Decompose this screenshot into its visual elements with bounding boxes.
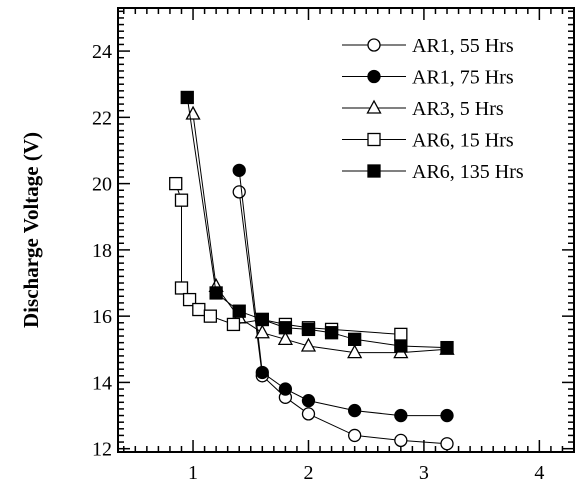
data-point bbox=[174, 193, 189, 207]
data-point bbox=[301, 322, 316, 337]
legend-marker bbox=[367, 164, 381, 178]
legend-entry: AR6, 135 Hrs bbox=[342, 161, 524, 183]
y-tick-label: 20 bbox=[92, 174, 112, 196]
data-point bbox=[169, 176, 183, 191]
series-line bbox=[238, 170, 447, 417]
data-point bbox=[348, 332, 362, 346]
y-axis-title: Discharge Voltage (V) bbox=[19, 132, 43, 328]
data-point bbox=[324, 326, 339, 340]
legend-label: AR6, 135 Hrs bbox=[412, 161, 524, 183]
legend-label: AR1, 75 Hrs bbox=[412, 67, 514, 89]
data-point bbox=[255, 312, 269, 327]
legend-marker bbox=[367, 132, 381, 147]
data-point bbox=[300, 337, 317, 352]
legend-marker bbox=[367, 38, 381, 52]
legend-entry: AR1, 75 Hrs bbox=[342, 67, 514, 89]
legend-entry: AR1, 55 Hrs bbox=[342, 35, 514, 57]
data-point bbox=[180, 90, 194, 105]
data-point bbox=[301, 393, 316, 408]
series-5 bbox=[180, 90, 454, 355]
data-point bbox=[254, 324, 270, 339]
data-point bbox=[394, 327, 408, 342]
data-point bbox=[348, 403, 362, 418]
data-point bbox=[232, 304, 246, 318]
x-tick-label: 3 bbox=[419, 462, 429, 484]
y-tick-label: 24 bbox=[92, 41, 112, 63]
data-point bbox=[226, 317, 241, 332]
data-point bbox=[348, 428, 362, 443]
data-point bbox=[394, 433, 408, 448]
y-tick-label: 16 bbox=[92, 306, 112, 328]
data-point bbox=[277, 330, 293, 345]
data-point bbox=[182, 292, 197, 307]
data-point bbox=[209, 286, 223, 300]
axis-ticks bbox=[118, 8, 575, 452]
x-tick-label: 4 bbox=[534, 462, 544, 484]
legend-marker bbox=[367, 69, 381, 84]
y-tick-label: 22 bbox=[92, 107, 112, 129]
data-point bbox=[255, 365, 269, 380]
legend-entry: AR3, 5 Hrs bbox=[342, 98, 504, 120]
legend: AR1, 55 Hrs AR1, 75 Hrs AR3, 5 Hrs AR6, 15 … bbox=[336, 24, 568, 192]
data-point bbox=[278, 382, 293, 396]
data-point bbox=[203, 309, 218, 323]
data-point bbox=[347, 344, 363, 359]
y-tick-label: 14 bbox=[92, 372, 112, 394]
data-point bbox=[301, 407, 316, 421]
series-line bbox=[238, 191, 448, 445]
x-tick-label: 1 bbox=[188, 462, 198, 484]
data-point bbox=[232, 163, 246, 178]
series-line bbox=[186, 97, 448, 349]
x-tick-label: 2 bbox=[303, 462, 313, 484]
data-point bbox=[192, 302, 206, 317]
data-point bbox=[232, 185, 246, 199]
y-tick-label: 12 bbox=[92, 439, 112, 461]
series-2 bbox=[232, 163, 454, 423]
legend-label: AR6, 15 Hrs bbox=[412, 130, 514, 152]
data-point bbox=[440, 408, 454, 423]
data-point bbox=[278, 321, 293, 335]
legend-entry: AR6, 15 Hrs bbox=[342, 130, 514, 152]
legend-label: AR1, 55 Hrs bbox=[412, 35, 514, 57]
data-point bbox=[174, 281, 189, 295]
legend-label: AR3, 5 Hrs bbox=[412, 98, 504, 120]
data-point bbox=[394, 339, 408, 353]
data-point bbox=[394, 408, 408, 423]
legend-marker bbox=[366, 99, 382, 114]
data-point bbox=[440, 437, 454, 451]
data-point bbox=[440, 340, 454, 355]
y-tick-label: 18 bbox=[92, 240, 112, 262]
data-series bbox=[169, 90, 455, 451]
